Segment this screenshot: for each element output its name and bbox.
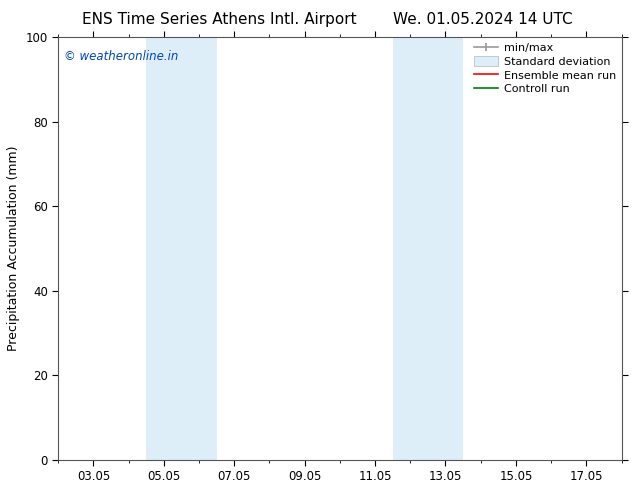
Bar (181, 37, 217, 460)
Bar (428, 37, 463, 460)
Bar (146, 37, 181, 460)
Legend: min/max, Standard deviation, Ensemble mean run, Controll run: min/max, Standard deviation, Ensemble me… (474, 43, 616, 95)
Text: © weatheronline.in: © weatheronline.in (64, 49, 178, 63)
Text: We. 01.05.2024 14 UTC: We. 01.05.2024 14 UTC (393, 12, 573, 27)
Y-axis label: Precipitation Accumulation (mm): Precipitation Accumulation (mm) (7, 146, 20, 351)
Bar (392, 37, 428, 460)
Text: ENS Time Series Athens Intl. Airport: ENS Time Series Athens Intl. Airport (82, 12, 357, 27)
